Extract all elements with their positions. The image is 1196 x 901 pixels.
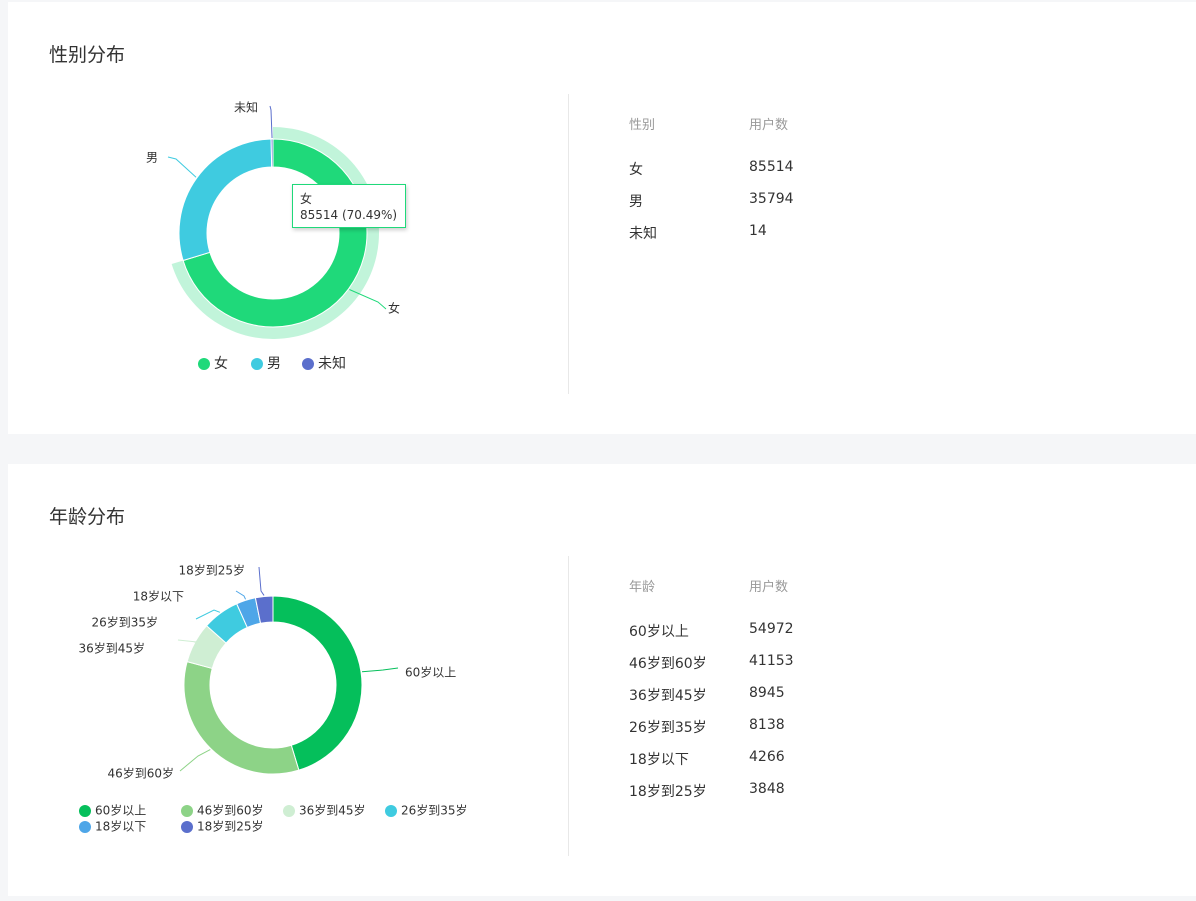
age-title: 年龄分布 xyxy=(49,506,126,528)
row-value: 4266 xyxy=(749,749,785,765)
leader-line-1 xyxy=(179,749,211,772)
row-value: 14 xyxy=(749,223,767,239)
row-label: 36岁到45岁 xyxy=(629,688,707,704)
row-label: 18岁以下 xyxy=(629,752,689,768)
slice-label-0: 60岁以上 xyxy=(405,665,456,680)
row-value: 54972 xyxy=(749,621,794,637)
gender-tooltip: 女 85514 (70.49%) xyxy=(292,184,407,228)
slice-label-5: 18岁到25岁 xyxy=(178,563,245,578)
row-value: 8138 xyxy=(749,717,785,733)
legend-swatch-4 xyxy=(79,821,91,833)
leader-line-0 xyxy=(349,289,387,310)
donut-slice-2[interactable] xyxy=(270,138,274,168)
legend-swatch-0 xyxy=(79,805,91,817)
tooltip-value: 85514 (70.49%) xyxy=(300,208,398,222)
donut-slice-1[interactable] xyxy=(178,138,273,262)
legend-swatch-0 xyxy=(198,358,210,370)
row-value: 41153 xyxy=(749,653,794,669)
gender-title: 性别分布 xyxy=(49,44,126,66)
age-divider xyxy=(568,556,569,856)
legend-label-5: 18岁到25岁 xyxy=(197,819,264,834)
row-label: 60岁以上 xyxy=(629,624,689,640)
legend-label-1: 46岁到60岁 xyxy=(197,803,264,818)
legend-item-2[interactable]: 未知 xyxy=(302,355,346,372)
slice-label-2: 36岁到45岁 xyxy=(78,641,145,656)
row-value: 8945 xyxy=(749,685,785,701)
age-donut-chart: 60岁以上 46岁到60岁 36岁到45岁 26岁到35岁 18岁以下 18岁到25岁 60… xyxy=(78,563,468,834)
slice-label-1: 男 xyxy=(146,151,158,165)
legend-label-1: 男 xyxy=(267,356,281,372)
donut-slice-0[interactable] xyxy=(272,595,363,771)
legend-item-0[interactable]: 女 xyxy=(198,355,228,372)
slice-label-4: 18岁以下 xyxy=(133,589,184,604)
legend-swatch-2 xyxy=(283,805,295,817)
header-users: 用户数 xyxy=(749,118,789,133)
row-label: 26岁到35岁 xyxy=(629,720,707,736)
slice-label-3: 26岁到35岁 xyxy=(91,615,158,630)
legend-label-0: 女 xyxy=(214,355,228,372)
slice-label-0: 女 xyxy=(388,301,400,316)
leader-line-2 xyxy=(177,639,198,643)
legend-swatch-5 xyxy=(181,821,193,833)
legend-item-1[interactable]: 男 xyxy=(251,356,281,372)
legend-item-4[interactable]: 18岁以下 xyxy=(79,819,146,834)
header-users: 用户数 xyxy=(749,580,789,595)
legend-item-2[interactable]: 36岁到45岁 xyxy=(283,803,366,818)
header-age: 年龄 xyxy=(629,580,656,595)
legend-item-1[interactable]: 46岁到60岁 xyxy=(181,803,264,818)
leader-line-3 xyxy=(195,609,221,620)
row-value: 3848 xyxy=(749,781,785,797)
legend-item-0[interactable]: 60岁以上 xyxy=(79,803,146,818)
legend-item-3[interactable]: 26岁到35岁 xyxy=(385,803,468,818)
gender-card: 性别分布 女男未知女男未知 女 85514 (70.49%) 性别 用户数 女 … xyxy=(8,2,1196,434)
legend-label-0: 60岁以上 xyxy=(95,803,146,818)
legend-label-2: 未知 xyxy=(318,355,346,372)
donut-slice-5[interactable] xyxy=(254,595,274,624)
header-gender: 性别 xyxy=(629,118,656,133)
leader-line-2 xyxy=(269,105,273,139)
donut-slice-1[interactable] xyxy=(183,661,300,775)
legend-swatch-1 xyxy=(181,805,193,817)
slice-label-1: 46岁到60岁 xyxy=(107,766,174,781)
row-value: 35794 xyxy=(749,191,794,207)
legend-swatch-1 xyxy=(251,358,263,370)
slice-label-2: 未知 xyxy=(234,101,258,115)
leader-line-0 xyxy=(361,667,399,673)
gender-donut-chart: 女男未知女男未知 xyxy=(146,101,400,373)
legend-item-5[interactable]: 18岁到25岁 xyxy=(181,819,264,834)
legend-label-2: 36岁到45岁 xyxy=(299,803,366,818)
row-label: 女 xyxy=(629,162,643,178)
row-label: 46岁到60岁 xyxy=(629,656,707,672)
row-label: 未知 xyxy=(629,226,657,242)
row-label: 男 xyxy=(629,194,643,210)
row-value: 85514 xyxy=(749,159,794,175)
legend-label-4: 18岁以下 xyxy=(95,819,146,834)
legend-swatch-3 xyxy=(385,805,397,817)
gender-divider xyxy=(568,94,569,394)
leader-line-4 xyxy=(235,590,247,600)
legend-label-3: 26岁到35岁 xyxy=(401,803,468,818)
row-label: 18岁到25岁 xyxy=(629,784,707,800)
legend-swatch-2 xyxy=(302,358,314,370)
tooltip-name: 女 xyxy=(300,192,313,206)
leader-line-1 xyxy=(167,156,197,178)
age-card: 年龄分布 60岁以上 46岁到60岁 36岁到45岁 26岁到35岁 18岁以下 18岁到… xyxy=(8,464,1196,896)
leader-line-5 xyxy=(258,566,265,596)
